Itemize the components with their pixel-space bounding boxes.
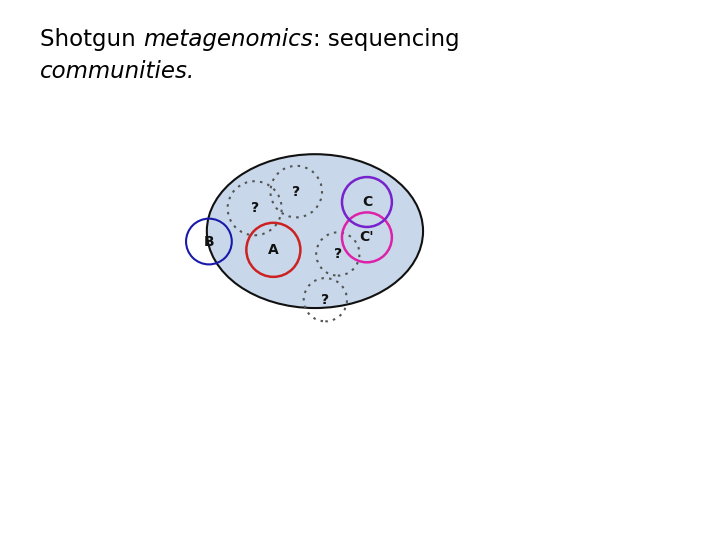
Text: C': C' <box>359 231 374 245</box>
Text: Shotgun: Shotgun <box>40 28 143 51</box>
Ellipse shape <box>207 154 423 308</box>
Text: communities.: communities. <box>40 60 195 83</box>
Text: : sequencing: : sequencing <box>312 28 459 51</box>
Text: A: A <box>268 243 279 257</box>
Text: ?: ? <box>334 247 342 261</box>
Text: ?: ? <box>321 293 330 307</box>
Text: ?: ? <box>292 185 300 199</box>
Text: B: B <box>204 234 215 248</box>
Text: ?: ? <box>251 201 258 215</box>
Text: C: C <box>361 195 372 209</box>
Text: metagenomics: metagenomics <box>143 28 312 51</box>
